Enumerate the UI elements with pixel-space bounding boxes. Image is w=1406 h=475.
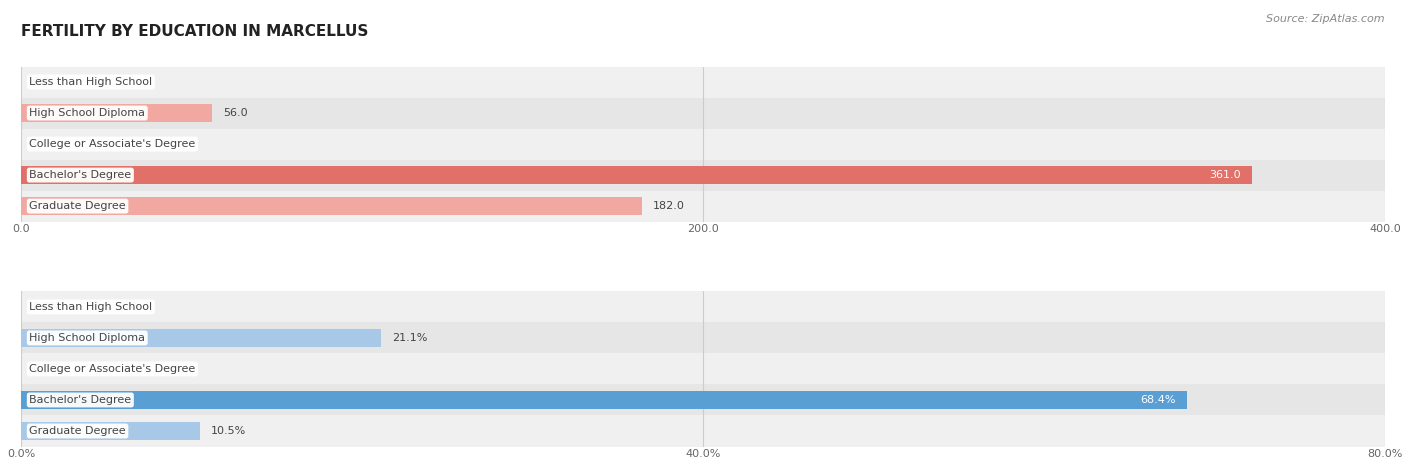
Bar	[21, 422, 200, 440]
Bar	[21, 384, 1385, 416]
Bar	[21, 66, 1385, 97]
Bar	[21, 329, 381, 347]
Text: Bachelor's Degree: Bachelor's Degree	[30, 395, 131, 405]
Text: 361.0: 361.0	[1209, 170, 1241, 180]
Text: Less than High School: Less than High School	[30, 302, 152, 312]
Bar	[21, 323, 1385, 353]
Text: Graduate Degree: Graduate Degree	[30, 201, 127, 211]
Text: High School Diploma: High School Diploma	[30, 333, 145, 343]
Text: Bachelor's Degree: Bachelor's Degree	[30, 170, 131, 180]
Text: Less than High School: Less than High School	[30, 77, 152, 87]
Text: Graduate Degree: Graduate Degree	[30, 426, 127, 436]
Bar	[21, 129, 1385, 160]
Bar	[21, 97, 1385, 129]
Text: FERTILITY BY EDUCATION IN MARCELLUS: FERTILITY BY EDUCATION IN MARCELLUS	[21, 24, 368, 39]
Bar	[21, 190, 1385, 222]
Text: 56.0: 56.0	[224, 108, 247, 118]
Bar	[21, 160, 1385, 190]
Bar	[21, 416, 1385, 446]
Text: 0.0: 0.0	[32, 139, 49, 149]
Text: 0.0%: 0.0%	[32, 302, 60, 312]
Text: 0.0%: 0.0%	[32, 364, 60, 374]
Text: 0.0: 0.0	[32, 77, 49, 87]
Text: High School Diploma: High School Diploma	[30, 108, 145, 118]
Bar	[21, 104, 212, 123]
Text: 68.4%: 68.4%	[1140, 395, 1177, 405]
Text: 21.1%: 21.1%	[392, 333, 427, 343]
Bar	[21, 291, 1385, 323]
Text: College or Associate's Degree: College or Associate's Degree	[30, 364, 195, 374]
Text: 182.0: 182.0	[652, 201, 685, 211]
Bar	[21, 353, 1385, 384]
Bar	[21, 197, 641, 215]
Bar	[21, 166, 1251, 184]
Text: Source: ZipAtlas.com: Source: ZipAtlas.com	[1267, 14, 1385, 24]
Text: 10.5%: 10.5%	[211, 426, 246, 436]
Text: College or Associate's Degree: College or Associate's Degree	[30, 139, 195, 149]
Bar	[21, 390, 1187, 409]
